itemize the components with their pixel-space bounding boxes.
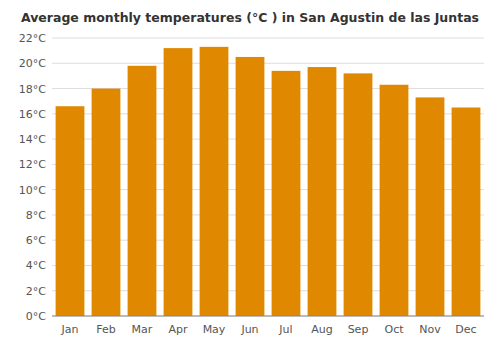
x-tick-label: Sep bbox=[348, 323, 369, 336]
grid-line bbox=[52, 316, 484, 317]
bar bbox=[272, 71, 301, 316]
x-tick-label: Jan bbox=[61, 323, 79, 336]
x-tick-label: May bbox=[203, 323, 226, 336]
bar bbox=[56, 106, 85, 316]
bar bbox=[416, 97, 445, 316]
x-tick-label: Mar bbox=[132, 323, 153, 336]
y-tick-label: 12°C bbox=[19, 158, 46, 171]
y-tick-label: 0°C bbox=[26, 310, 46, 323]
x-axis: Jan Feb Mar Apr May Jun Jul Aug Sep Oct Nov Dec bbox=[52, 316, 484, 336]
y-tick-label: 22°C bbox=[19, 32, 46, 45]
x-axis-line bbox=[52, 316, 484, 317]
bar bbox=[200, 47, 229, 316]
x-tick-label: Jul bbox=[278, 323, 292, 336]
x-tick-label: Oct bbox=[384, 323, 404, 336]
bars bbox=[56, 47, 481, 316]
page: {"chart_data": {"type": "bar", "title": … bbox=[0, 0, 500, 350]
bar bbox=[236, 57, 265, 316]
y-tick-label: 14°C bbox=[19, 133, 46, 146]
bar bbox=[308, 67, 337, 316]
x-tick-label: Nov bbox=[419, 323, 441, 336]
bar bbox=[344, 73, 373, 316]
bar bbox=[380, 85, 409, 316]
y-tick-label: 2°C bbox=[26, 285, 46, 298]
x-tick-label: Feb bbox=[96, 323, 115, 336]
chart-svg: Average monthly temperatures (°C ) in Sa… bbox=[0, 0, 500, 350]
y-tick-label: 6°C bbox=[26, 234, 46, 247]
bar bbox=[452, 108, 481, 317]
grid-line bbox=[52, 63, 484, 64]
title: Average monthly temperatures (°C ) in Sa… bbox=[21, 10, 479, 25]
y-tick-label: 10°C bbox=[19, 184, 46, 197]
y-grid bbox=[52, 38, 484, 316]
x-tick-label: Apr bbox=[168, 323, 188, 336]
y-axis: 0°C 2°C 4°C 6°C 8°C 10°C 12°C 14°C 16°C 18°C 20°C 2… bbox=[19, 32, 46, 323]
bar bbox=[92, 89, 121, 316]
y-tick-label: 20°C bbox=[19, 57, 46, 70]
y-tick-label: 4°C bbox=[26, 259, 46, 272]
y-tick-label: 18°C bbox=[19, 83, 46, 96]
y-tick-label: 8°C bbox=[26, 209, 46, 222]
bar bbox=[164, 48, 193, 316]
x-tick-label: Aug bbox=[311, 323, 332, 336]
x-tick-label: Dec bbox=[455, 323, 476, 336]
chart-container: Average monthly temperatures (°C ) in Sa… bbox=[0, 0, 500, 350]
y-tick-label: 16°C bbox=[19, 108, 46, 121]
grid-line bbox=[52, 38, 484, 39]
x-tick-label: Jun bbox=[240, 323, 258, 336]
bar bbox=[128, 66, 157, 316]
